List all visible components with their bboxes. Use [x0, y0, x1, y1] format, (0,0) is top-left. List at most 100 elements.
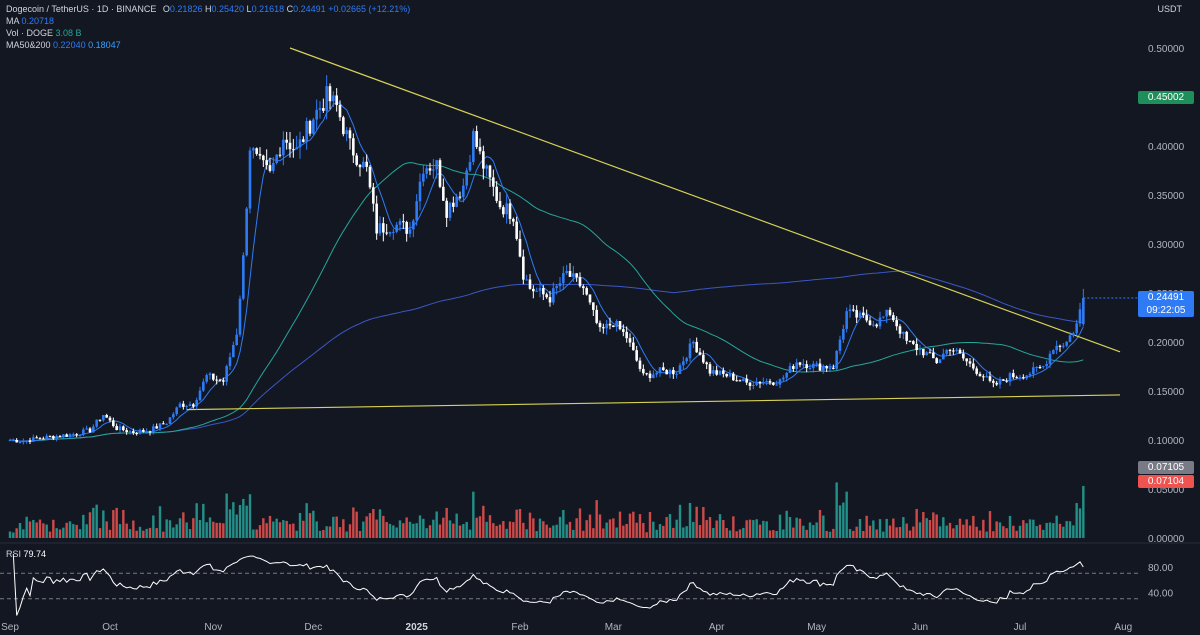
candle-body: [298, 139, 302, 148]
x-axis-label: Feb: [511, 622, 529, 633]
volume-bar: [798, 518, 802, 538]
candle-body: [742, 378, 745, 382]
candle-body: [728, 373, 732, 377]
candle-body: [1035, 366, 1038, 368]
candle-body: [1002, 379, 1005, 381]
volume-bar: [618, 511, 622, 538]
volume-bar: [328, 526, 332, 538]
candle-body: [982, 376, 985, 378]
candle-body: [875, 324, 878, 327]
volume-bar: [925, 518, 928, 538]
volume-bar: [625, 523, 628, 538]
candle-body: [72, 434, 75, 436]
candle-body: [122, 426, 125, 431]
candle-body: [485, 165, 488, 169]
volume-bar: [795, 517, 798, 538]
candle-body: [748, 382, 752, 386]
price-tick-label: 0.40000: [1148, 142, 1185, 153]
currency-label[interactable]: USDT: [1157, 4, 1183, 14]
volume-bar: [765, 521, 768, 538]
volume-bar: [1015, 530, 1018, 538]
volume-bar: [435, 511, 438, 538]
volume-ma-badge: 0.07105: [1138, 461, 1194, 474]
candle-body: [262, 155, 265, 161]
candle-body: [62, 434, 65, 438]
volume-bar: [542, 521, 545, 538]
volume-bar: [275, 518, 278, 538]
volume-bar: [352, 507, 355, 538]
volume-bar: [482, 505, 485, 538]
vol-legend: Vol · DOGE 3.08 B: [6, 28, 82, 38]
candle-body: [252, 148, 255, 151]
candle-body: [115, 426, 118, 431]
candle-body: [852, 309, 855, 311]
volume-bar: [188, 529, 192, 538]
candle-body: [522, 256, 525, 280]
candle-body: [735, 380, 738, 382]
volume-bar: [732, 516, 735, 538]
volume-bar: [975, 526, 978, 538]
candle-body: [45, 435, 48, 439]
alert-price-badge[interactable]: 0.45002: [1138, 91, 1194, 104]
candle-body: [685, 358, 688, 362]
volume-bar: [658, 524, 662, 538]
volume-bar: [768, 530, 772, 538]
volume-bar: [962, 524, 965, 538]
candle-body: [448, 202, 452, 218]
volume-bar: [15, 528, 18, 538]
volume-bar: [895, 527, 898, 538]
volume-bar: [212, 521, 215, 538]
candle-body: [558, 283, 562, 287]
candle-body: [268, 165, 272, 171]
volume-bar: [635, 522, 638, 538]
candle-body: [108, 417, 112, 421]
candle-body: [838, 339, 842, 351]
volume-bar: [35, 522, 38, 538]
candle-body: [622, 329, 625, 332]
volume-bar: [652, 521, 655, 538]
x-axis-label: Apr: [709, 622, 725, 633]
volume-bar: [92, 507, 95, 538]
volume-bar: [512, 522, 515, 538]
candle-body: [412, 220, 415, 230]
candle-body: [952, 350, 955, 352]
volume-bar: [248, 494, 252, 538]
candle-body: [478, 146, 482, 152]
volume-bar: [168, 520, 172, 538]
volume-bar: [495, 525, 498, 538]
candle-body: [358, 164, 362, 168]
volume-bar: [438, 524, 442, 538]
volume-bar: [1008, 515, 1012, 538]
candle-body: [502, 207, 505, 215]
candle-body: [755, 382, 758, 385]
volume-bar: [912, 526, 915, 538]
candle-body: [715, 370, 718, 375]
volume-bar: [192, 518, 195, 538]
candle-body: [1042, 366, 1045, 368]
candle-body: [782, 377, 785, 380]
candle-body: [635, 350, 638, 361]
candle-body: [1005, 380, 1008, 382]
candle-body: [65, 434, 68, 437]
candle-body: [1025, 375, 1028, 379]
candle-body: [695, 341, 698, 353]
volume-bar: [518, 508, 522, 538]
volume-bar: [468, 529, 472, 538]
candle-body: [788, 366, 792, 373]
candle-body: [918, 349, 922, 351]
candle-body: [48, 435, 52, 437]
candle-body: [808, 368, 812, 370]
volume-bar: [792, 527, 795, 538]
candle-body: [362, 161, 365, 168]
volume-bar: [412, 523, 415, 538]
volume-bar: [292, 523, 295, 538]
candle-body: [505, 203, 508, 215]
candle-body: [145, 431, 148, 433]
candle-body: [608, 323, 612, 326]
volume-bar: [55, 528, 58, 538]
volume-bar: [365, 516, 368, 538]
candle-body: [1082, 297, 1085, 325]
volume-bar: [65, 522, 68, 538]
candle-body: [532, 288, 535, 292]
